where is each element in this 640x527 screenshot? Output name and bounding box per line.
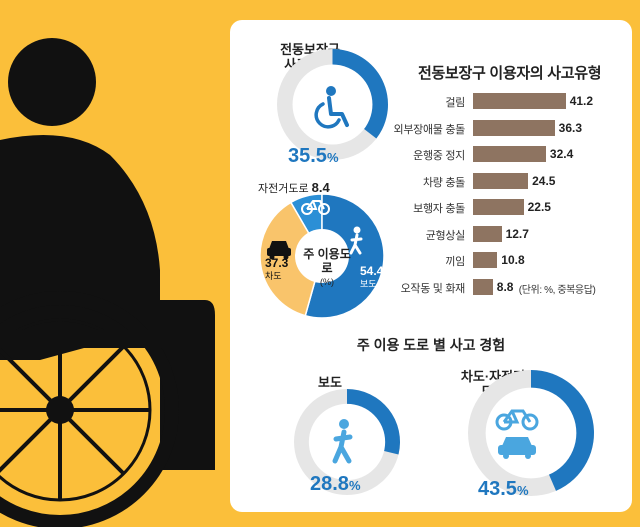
road-bike-accident-donut xyxy=(468,370,594,496)
bar-value-label: 12.7 xyxy=(505,226,529,241)
road-bike-accident-value: 43.5% xyxy=(478,478,529,500)
bar-value-label: 24.5 xyxy=(532,173,556,188)
bar xyxy=(473,278,493,295)
accident-experience-value: 35.5% xyxy=(288,145,339,167)
road-slice-label: 37.3 차도 xyxy=(265,256,289,282)
bar-category-label: 균형상실 xyxy=(425,229,466,242)
bar-value-label: 10.8 xyxy=(501,253,525,267)
pedestrian-icon xyxy=(332,419,353,464)
road-accident-title: 주 이용 도로 별 사고 경험 xyxy=(356,337,506,353)
bar-value-label: 41.2 xyxy=(569,94,594,108)
bar-value-label: 36.3 xyxy=(558,120,583,135)
road-bike-accident-hole xyxy=(485,387,577,479)
pie-center-label: 주 이용도로 (%) xyxy=(303,247,351,287)
bar-category-label: 차량 충돌 xyxy=(422,176,465,189)
sidewalk-accident-hole xyxy=(308,403,386,481)
bike-road-label: 자전거도로 8.4 xyxy=(258,180,330,195)
bar xyxy=(473,119,555,136)
accident-experience-hole xyxy=(292,64,373,145)
bar-category-label: 걸림 xyxy=(445,97,465,109)
sidewalk-accident-label: 보도 xyxy=(318,375,342,390)
accident-type-title: 전동보장구 이용자의 사고유형 xyxy=(418,65,602,82)
infographic-panel: 전동보장구 사고 경험 35.5% 자전거도로 8.4 xyxy=(230,20,632,512)
sidewalk-accident-donut xyxy=(294,389,400,495)
sidewalk-accident-value: 28.8% xyxy=(310,473,361,495)
bar xyxy=(473,146,546,162)
unit-note: (단위: %, 중복응답) xyxy=(518,284,596,296)
bar-value-label: 22.5 xyxy=(527,200,551,214)
bar-category-label: 끼임 xyxy=(445,256,465,268)
bar xyxy=(473,199,524,215)
accident-experience-donut xyxy=(277,49,388,160)
sidewalk-slice-label: 54.4 보도 xyxy=(360,264,384,290)
car-icon xyxy=(498,437,536,459)
car-icon xyxy=(267,241,291,260)
bicycle-icon xyxy=(495,409,539,431)
pie-slice-차도 xyxy=(259,201,323,317)
bar xyxy=(473,225,502,242)
bar xyxy=(473,93,566,109)
bar-value-label: 8.8 xyxy=(496,279,514,294)
bar-category-label: 보행자 충돌 xyxy=(413,203,465,215)
main-road-pie xyxy=(259,193,385,319)
bar xyxy=(473,252,498,268)
wheelchair-icon xyxy=(314,86,349,129)
bar-category-label: 오작동 및 화재 xyxy=(400,282,466,295)
bar-category-label: 외부장애물 충돌 xyxy=(393,123,466,136)
bicycle-icon xyxy=(301,200,330,215)
bar xyxy=(473,172,529,189)
pedestrian-icon xyxy=(349,226,363,255)
bar-value-label: 32.4 xyxy=(549,147,574,161)
bar-category-label: 운행중 정지 xyxy=(413,150,465,162)
